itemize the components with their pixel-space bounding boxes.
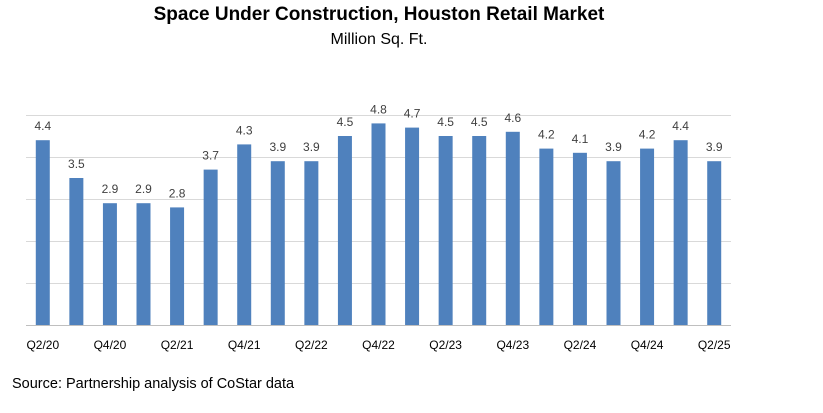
data-label: 4.1: [572, 132, 589, 146]
bar-q3-23: [472, 136, 487, 325]
x-tick-label: Q2/25: [698, 338, 731, 352]
bar-q2-20: [35, 140, 50, 325]
data-label: 3.9: [303, 140, 320, 154]
bar-q3-22: [337, 136, 352, 325]
data-label: 4.6: [504, 111, 521, 125]
data-label: 3.9: [706, 140, 723, 154]
bar-q1-24: [539, 148, 554, 325]
x-tick-label: Q4/20: [94, 338, 127, 352]
bar-q4-23: [505, 131, 520, 325]
bar-q1-23: [405, 127, 420, 325]
x-tick-label: Q2/20: [26, 338, 59, 352]
x-tick-label: Q4/22: [362, 338, 395, 352]
x-tick-label: Q4/23: [496, 338, 529, 352]
data-label: 3.7: [202, 149, 219, 163]
bar-q1-25: [673, 140, 688, 325]
data-label: 4.5: [437, 115, 454, 129]
x-tick-label: Q4/24: [631, 338, 664, 352]
bar-q3-21: [203, 169, 218, 325]
data-label: 4.7: [404, 107, 421, 121]
data-label: 2.9: [102, 182, 119, 196]
bar-q4-22: [371, 123, 386, 326]
bar-q2-25: [707, 161, 722, 325]
bar-q3-20: [69, 178, 84, 325]
data-label: 4.4: [34, 119, 51, 133]
data-label: 4.4: [672, 119, 689, 133]
data-label: 4.5: [337, 115, 354, 129]
x-tick-label: Q2/23: [429, 338, 462, 352]
source-note: Source: Partnership analysis of CoStar d…: [12, 376, 295, 392]
data-label: 3.9: [269, 140, 286, 154]
data-label: 3.5: [68, 157, 85, 171]
x-tick-label: Q4/21: [228, 338, 261, 352]
data-label: 4.2: [538, 128, 555, 142]
data-label: 4.5: [471, 115, 488, 129]
x-tick-label: Q2/24: [564, 338, 597, 352]
bar-q1-21: [136, 203, 151, 325]
bar-q3-24: [606, 161, 621, 325]
bar-q2-21: [170, 207, 185, 325]
bars: [35, 123, 722, 326]
data-label: 2.8: [169, 186, 186, 200]
data-labels: 4.4 3.5 2.9 2.9 2.8 3.7 4.3 3.9 3.9 4.5 4.8 4.7 4.5 4…: [34, 102, 722, 200]
bar-q2-24: [572, 152, 587, 325]
data-label: 2.9: [135, 182, 152, 196]
data-label: 4.3: [236, 123, 253, 137]
bar-q4-21: [237, 144, 252, 325]
bar-q4-24: [640, 148, 655, 325]
data-label: 4.8: [370, 102, 387, 116]
bar-q4-20: [102, 203, 117, 325]
x-tick-labels: Q2/20 Q4/20 Q2/21 Q4/21 Q2/22 Q4/22 Q2/23 Q4/23…: [26, 338, 730, 352]
data-label: 3.9: [605, 140, 622, 154]
bar-q2-22: [304, 161, 319, 325]
x-tick-label: Q2/22: [295, 338, 328, 352]
x-tick-label: Q2/21: [161, 338, 194, 352]
chart-title: Space Under Construction, Houston Retail…: [153, 4, 605, 25]
data-label: 4.2: [639, 128, 656, 142]
bar-q2-23: [438, 136, 453, 325]
chart-subtitle: Million Sq. Ft.: [330, 31, 428, 48]
bar-q1-22: [270, 161, 285, 325]
